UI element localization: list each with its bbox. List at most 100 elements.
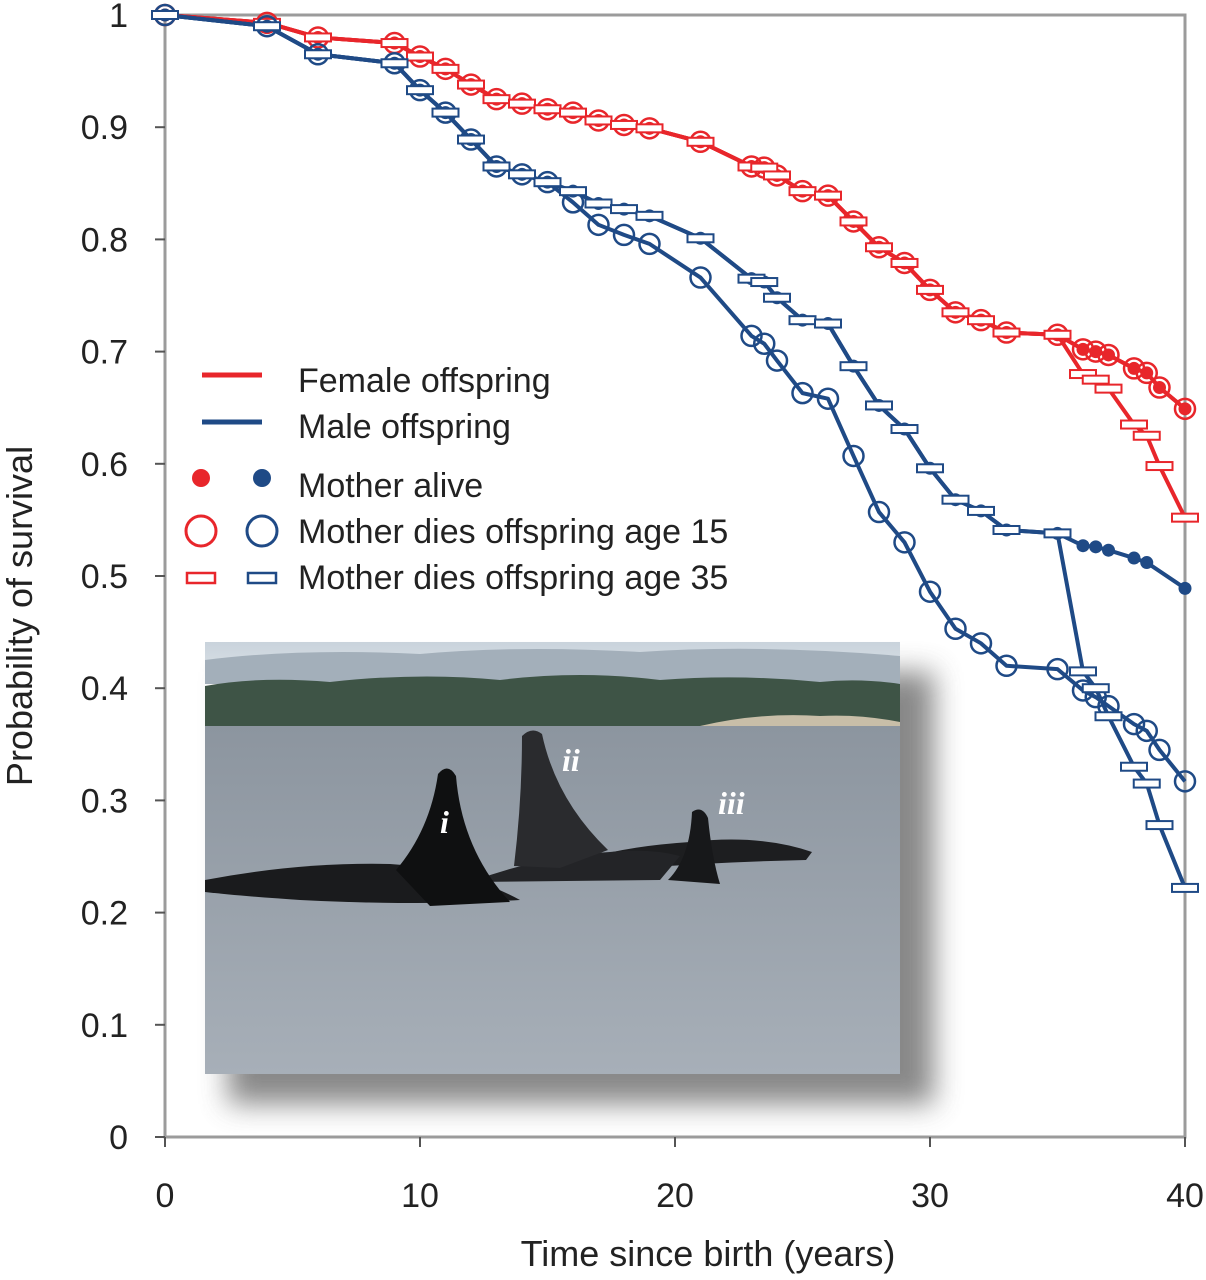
point-male-mother-dies-35 (763, 292, 791, 303)
point-female-mother-dies-35 (457, 79, 485, 90)
point-female-mother-dies-35 (610, 119, 638, 130)
point-male-mother-dies-35 (380, 58, 409, 69)
point-male-mother-dies-35 (1120, 761, 1148, 772)
dorsal-fin-ii (514, 730, 608, 868)
point-male-mother-dies-35 (967, 505, 995, 516)
point-male-mother-dies-35 (610, 204, 638, 215)
legend-dies15-female-marker (184, 514, 218, 548)
x-tick-label: 30 (911, 1177, 949, 1215)
point-male-mother-dies-35 (559, 186, 587, 197)
series-line-female-circle (164, 13, 1187, 411)
legend-dies35-female-marker (185, 571, 217, 585)
point-male-mother-dies-15 (1046, 657, 1069, 681)
point-female-mother-dies-35 (1171, 512, 1199, 523)
legend-female-label: Female offspring (298, 362, 551, 400)
point-male-mother-dies-15 (944, 617, 967, 640)
point-female-mother-dies-15 (1084, 340, 1107, 363)
point-female-mother-dies-35 (967, 315, 995, 326)
point-male-mother-dies-35 (750, 277, 779, 288)
point-male-mother-dies-15 (587, 213, 610, 237)
point-female-mother-dies-35 (559, 107, 587, 118)
y-tick-label: 0.9 (81, 109, 128, 147)
point-female-mother-dies-35 (1043, 329, 1072, 340)
point-male-mother-dies-35 (151, 10, 179, 20)
point-male-mother-dies-15 (1173, 770, 1197, 793)
point-female-mother-dies-35 (992, 327, 1021, 338)
x-tick-label: 10 (401, 1177, 439, 1215)
series-male-bar (151, 10, 1199, 893)
x-tick-label: 0 (156, 1177, 175, 1215)
point-male-mother-dies-35 (865, 400, 893, 411)
point-male-mother-dies-15 (638, 232, 661, 256)
point-male-mother-dies-35 (941, 494, 970, 505)
point-female-mother-dies-35 (1145, 461, 1174, 472)
point-male-mother-dies-35 (1145, 820, 1174, 831)
legend-alive-female-marker (192, 469, 210, 487)
point-male-mother-alive (1089, 540, 1103, 554)
series-layer (151, 3, 1199, 893)
x-tick-label: 40 (1166, 1177, 1204, 1215)
legend-dies35-label: Mother dies offspring age 35 (298, 559, 728, 597)
y-tick-label: 0.3 (81, 782, 128, 820)
point-female-mother-dies-35 (865, 242, 893, 253)
point-male-mother-dies-15 (689, 266, 712, 289)
point-female-mother-dies-35 (763, 170, 791, 181)
point-male-mother-dies-15 (842, 444, 865, 468)
orca-photo-inset: i ii iii (205, 642, 934, 1104)
point-male-mother-dies-15 (995, 654, 1018, 678)
point-female-mother-dies-35 (406, 51, 434, 62)
legend-dies15-male-marker (245, 514, 279, 548)
series-female-circle (153, 3, 1197, 421)
point-male-mother-dies-35 (686, 233, 715, 244)
photo-label-i: i (440, 804, 449, 840)
point-female-mother-dies-35 (380, 38, 409, 49)
point-male-mother-dies-15 (1122, 712, 1146, 736)
point-male-mother-dies-35 (482, 161, 511, 172)
point-male-mother-alive (1127, 551, 1141, 565)
point-female-mother-dies-35 (584, 115, 613, 126)
legend-dies35-male-marker (246, 571, 278, 585)
y-tick-label: 0.6 (81, 446, 128, 484)
series-line-female-dot (164, 13, 1187, 411)
legend-alive-label: Mother alive (298, 467, 483, 505)
point-male-mother-dies-15 (753, 332, 776, 355)
point-male-mother-dies-15 (816, 387, 840, 410)
point-male-mother-dies-15 (1135, 719, 1158, 743)
point-female-mother-dies-35 (482, 94, 511, 105)
point-male-mother-dies-35 (916, 463, 944, 474)
point-male-mother-dies-35 (584, 198, 613, 209)
point-female-mother-dies-35 (890, 257, 919, 268)
series-female-dot (158, 8, 1192, 416)
point-male-mother-alive (1178, 581, 1192, 595)
point-male-mother-dies-15 (1148, 738, 1171, 762)
point-male-mother-dies-35 (253, 21, 281, 32)
point-female-mother-dies-15 (1122, 357, 1146, 380)
point-female-mother-dies-35 (941, 307, 970, 318)
photo-tree-line (205, 675, 900, 726)
y-tick-label: 0.2 (81, 895, 128, 933)
dorsal-fin-i (396, 768, 510, 906)
y-tick-label: 0.1 (81, 1007, 128, 1045)
point-female-mother-dies-35 (686, 136, 715, 147)
legend-male-label: Male offspring (298, 408, 511, 446)
photo-hills (205, 648, 900, 684)
point-male-mother-dies-15 (893, 531, 916, 554)
y-tick-label: 0.4 (81, 670, 128, 708)
point-male-mother-dies-35 (508, 169, 536, 180)
point-female-mother-dies-35 (839, 216, 868, 227)
point-female-mother-dies-35 (788, 186, 817, 197)
point-male-mother-alive (1140, 556, 1154, 570)
x-tick-label: 20 (656, 1177, 694, 1215)
point-female-mother-dies-15 (1148, 376, 1171, 399)
y-tick-label: 0 (109, 1119, 128, 1157)
point-male-mother-dies-15 (612, 223, 636, 247)
point-female-mother-dies-35 (304, 32, 332, 43)
y-axis-title: Probability of survival (0, 446, 40, 786)
point-female-mother-dies-35 (1081, 374, 1110, 385)
point-male-mother-dies-35 (814, 318, 842, 329)
point-male-mother-dies-15 (740, 324, 763, 348)
legend-alive-male-marker (253, 469, 271, 487)
point-male-mother-dies-35 (1171, 882, 1199, 893)
point-male-mother-dies-35 (890, 424, 919, 435)
point-female-mother-dies-35 (533, 104, 562, 115)
